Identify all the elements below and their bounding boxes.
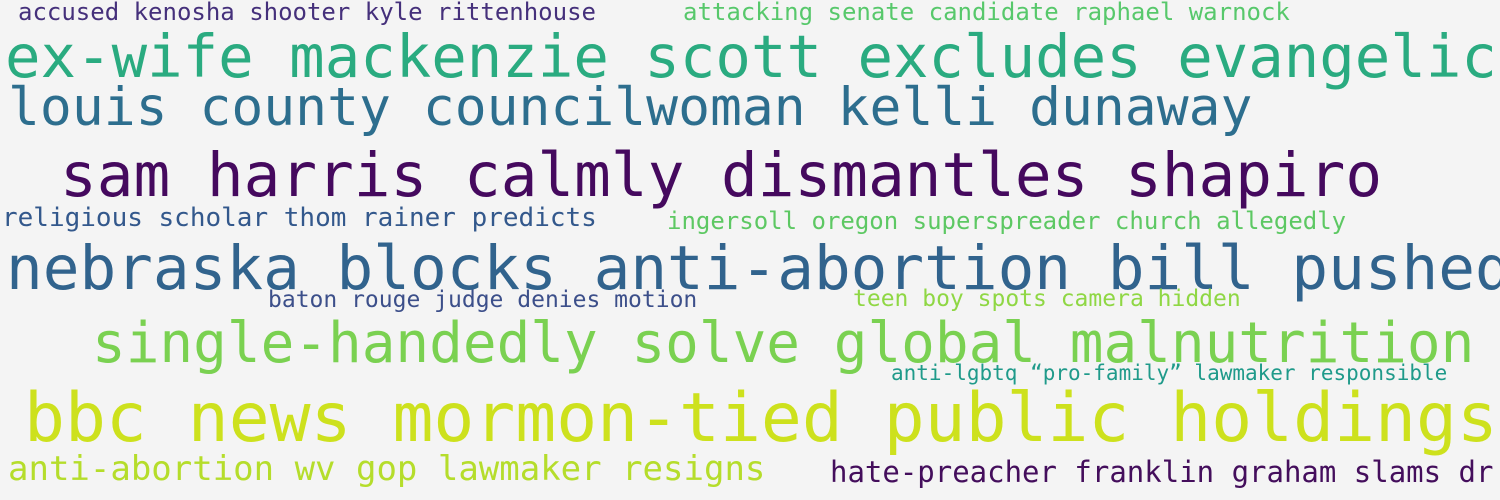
phrase-franklin-graham: hate-preacher franklin graham slams dr (830, 455, 1494, 489)
phrase-bbc-news: bbc news mormon-tied public holdings (24, 379, 1498, 458)
phrase-global-malnutrition: single-handedly solve global malnutritio… (92, 311, 1475, 376)
phrase-baton-rouge: baton rouge judge denies motion (268, 287, 698, 313)
phrase-teen-boy: teen boy spots camera hidden (853, 286, 1241, 312)
phrase-nebraska: nebraska blocks anti-abortion bill pushe… (6, 233, 1500, 304)
phrase-thom-rainer: religious scholar thom rainer predicts (2, 203, 597, 233)
phrase-sam-harris: sam harris calmly dismantles shapiro (60, 140, 1383, 211)
phrase-wv-gop: anti-abortion wv gop lawmaker resigns (8, 449, 766, 489)
phrase-ingersoll-oregon: ingersoll oregon superspreader church al… (667, 207, 1347, 235)
phrase-anti-lgbtq: anti-lgbtq “pro-family” lawmaker respons… (891, 361, 1448, 385)
phrase-kelli-dunaway: louis county councilwoman kelli dunaway (8, 77, 1253, 138)
phrase-senate-candidate: attacking senate candidate raphael warno… (683, 0, 1290, 26)
phrase-kenosha-shooter: accused kenosha shooter kyle rittenhouse (18, 0, 596, 26)
phrase-mackenzie-scott: ex-wife mackenzie scott excludes evangel… (5, 22, 1500, 91)
